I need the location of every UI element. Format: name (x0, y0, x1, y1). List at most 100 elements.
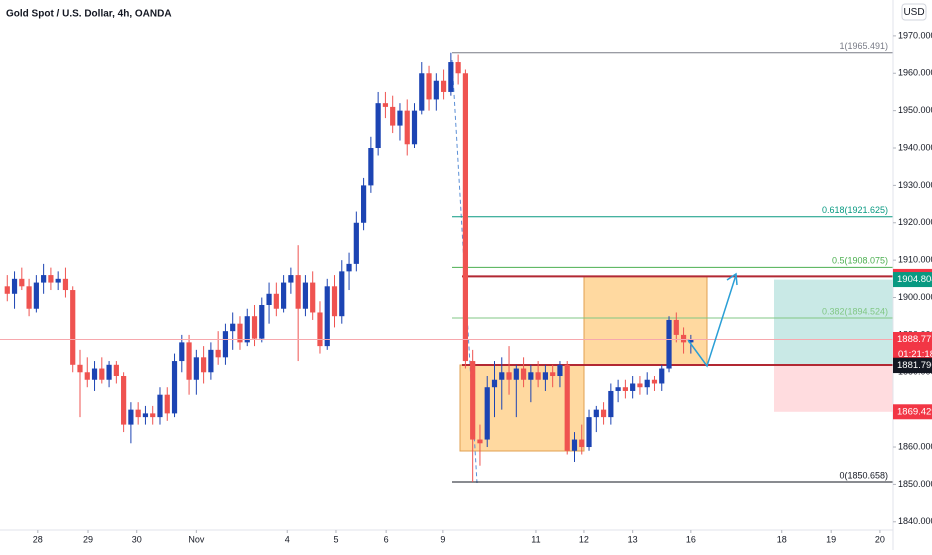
drawings (451, 59, 893, 484)
fib-label: 1(1965.491) (839, 41, 888, 51)
y-tick-label: 1920.000 (898, 217, 932, 227)
y-tick-label: 1960.000 (898, 68, 932, 78)
candle-body (651, 379, 658, 384)
candle-body (622, 387, 628, 391)
candle-body (419, 73, 425, 111)
candle-body (142, 413, 149, 418)
candle-body (360, 185, 367, 223)
projection-arrow (687, 272, 738, 368)
y-tick-label: 1910.000 (898, 255, 932, 265)
fib-label: 0.5(1908.075) (832, 256, 888, 266)
candle-body (375, 103, 381, 149)
candle-body (4, 286, 10, 294)
candle-body (128, 409, 134, 425)
y-tick-label: 1900.000 (898, 292, 932, 302)
x-tick-label: 18 (777, 534, 787, 544)
y-tick-label: 1970.000 (898, 30, 932, 40)
price-label: 1904.804 (897, 274, 932, 285)
candle-body (586, 417, 592, 448)
candle-body (11, 278, 18, 294)
candle-body (600, 409, 607, 418)
candle-body (62, 278, 69, 291)
x-tick-label: 28 (33, 534, 43, 544)
x-tick-label: 12 (579, 534, 589, 544)
candle-body (550, 372, 556, 377)
candle-body (390, 106, 396, 126)
candle-body (19, 278, 25, 287)
x-tick-label: 9 (440, 534, 445, 544)
candle-body (579, 439, 585, 448)
candle-body (259, 304, 265, 339)
candle-body (433, 80, 439, 100)
candle-body (666, 319, 672, 369)
candle-body (688, 339, 694, 343)
candle-body (55, 278, 61, 283)
x-tick-label: 4 (285, 534, 290, 544)
x-tick-label: 20 (875, 534, 885, 544)
candle-body (448, 62, 454, 92)
y-tick-label: 1940.000 (898, 142, 932, 152)
candle-body (455, 62, 461, 74)
candle-body (193, 357, 199, 380)
x-tick-label: 13 (628, 534, 638, 544)
candle-body (302, 282, 309, 309)
candle-body (135, 409, 141, 418)
price-label: 1881.796 (897, 360, 932, 371)
candle-body (513, 368, 519, 380)
candle-body (535, 372, 541, 380)
countdown: 01:21:18 (898, 349, 932, 360)
price-label-bg (893, 404, 932, 420)
arrow-path (687, 274, 737, 368)
x-tick-label: 6 (384, 534, 389, 544)
candle-body (237, 323, 243, 343)
price-label: 1869.429 (897, 406, 932, 417)
candle-body (281, 282, 287, 309)
candle-body (106, 364, 112, 380)
y-tick-label: 1930.000 (898, 180, 932, 190)
target-zone (774, 279, 893, 366)
candle-body (477, 439, 483, 444)
candle-body (84, 372, 90, 380)
candle-body (70, 290, 76, 365)
candle-body (615, 387, 621, 391)
candle-body (630, 383, 636, 391)
price-label-bg (893, 358, 932, 374)
candle-body (91, 368, 98, 380)
candle-body (470, 361, 476, 440)
candle-body (426, 73, 432, 100)
currency-badge[interactable] (901, 3, 927, 21)
y-tick-label: 1950.000 (898, 105, 932, 115)
candle-body (680, 334, 687, 343)
zone-box (583, 276, 708, 366)
x-tick-label: 19 (826, 534, 836, 544)
candle-body (171, 361, 178, 414)
y-tick-label: 1860.000 (898, 441, 932, 451)
candle-body (673, 319, 679, 335)
candle-body (48, 275, 54, 283)
candle-body (520, 368, 527, 380)
fib-label: 0.382(1894.524) (822, 306, 888, 316)
candle-body (179, 342, 185, 362)
candle-body (346, 263, 352, 272)
candle-body (608, 390, 614, 418)
candle-body (353, 222, 359, 264)
candle-body (317, 312, 323, 347)
candle-body (121, 376, 127, 425)
x-tick-label: 11 (531, 534, 540, 544)
fib-label: 0(1850.658) (839, 470, 888, 480)
candle-body (506, 372, 512, 380)
candle-body (397, 110, 403, 126)
candle-body (644, 379, 650, 388)
candle-body (659, 368, 665, 384)
fib-label: 0.618(1921.625) (822, 205, 888, 215)
price-label-bg (893, 331, 932, 347)
candle-body (222, 331, 229, 358)
candle-body (33, 282, 39, 309)
candle-body (251, 316, 258, 339)
candle-body (41, 275, 47, 283)
candle-body (462, 73, 469, 362)
y-tick-label: 1850.000 (898, 479, 932, 489)
candle-body (215, 349, 221, 358)
chart-title: Gold Spot / U.S. Dollar, 4h, OANDA (6, 9, 172, 20)
